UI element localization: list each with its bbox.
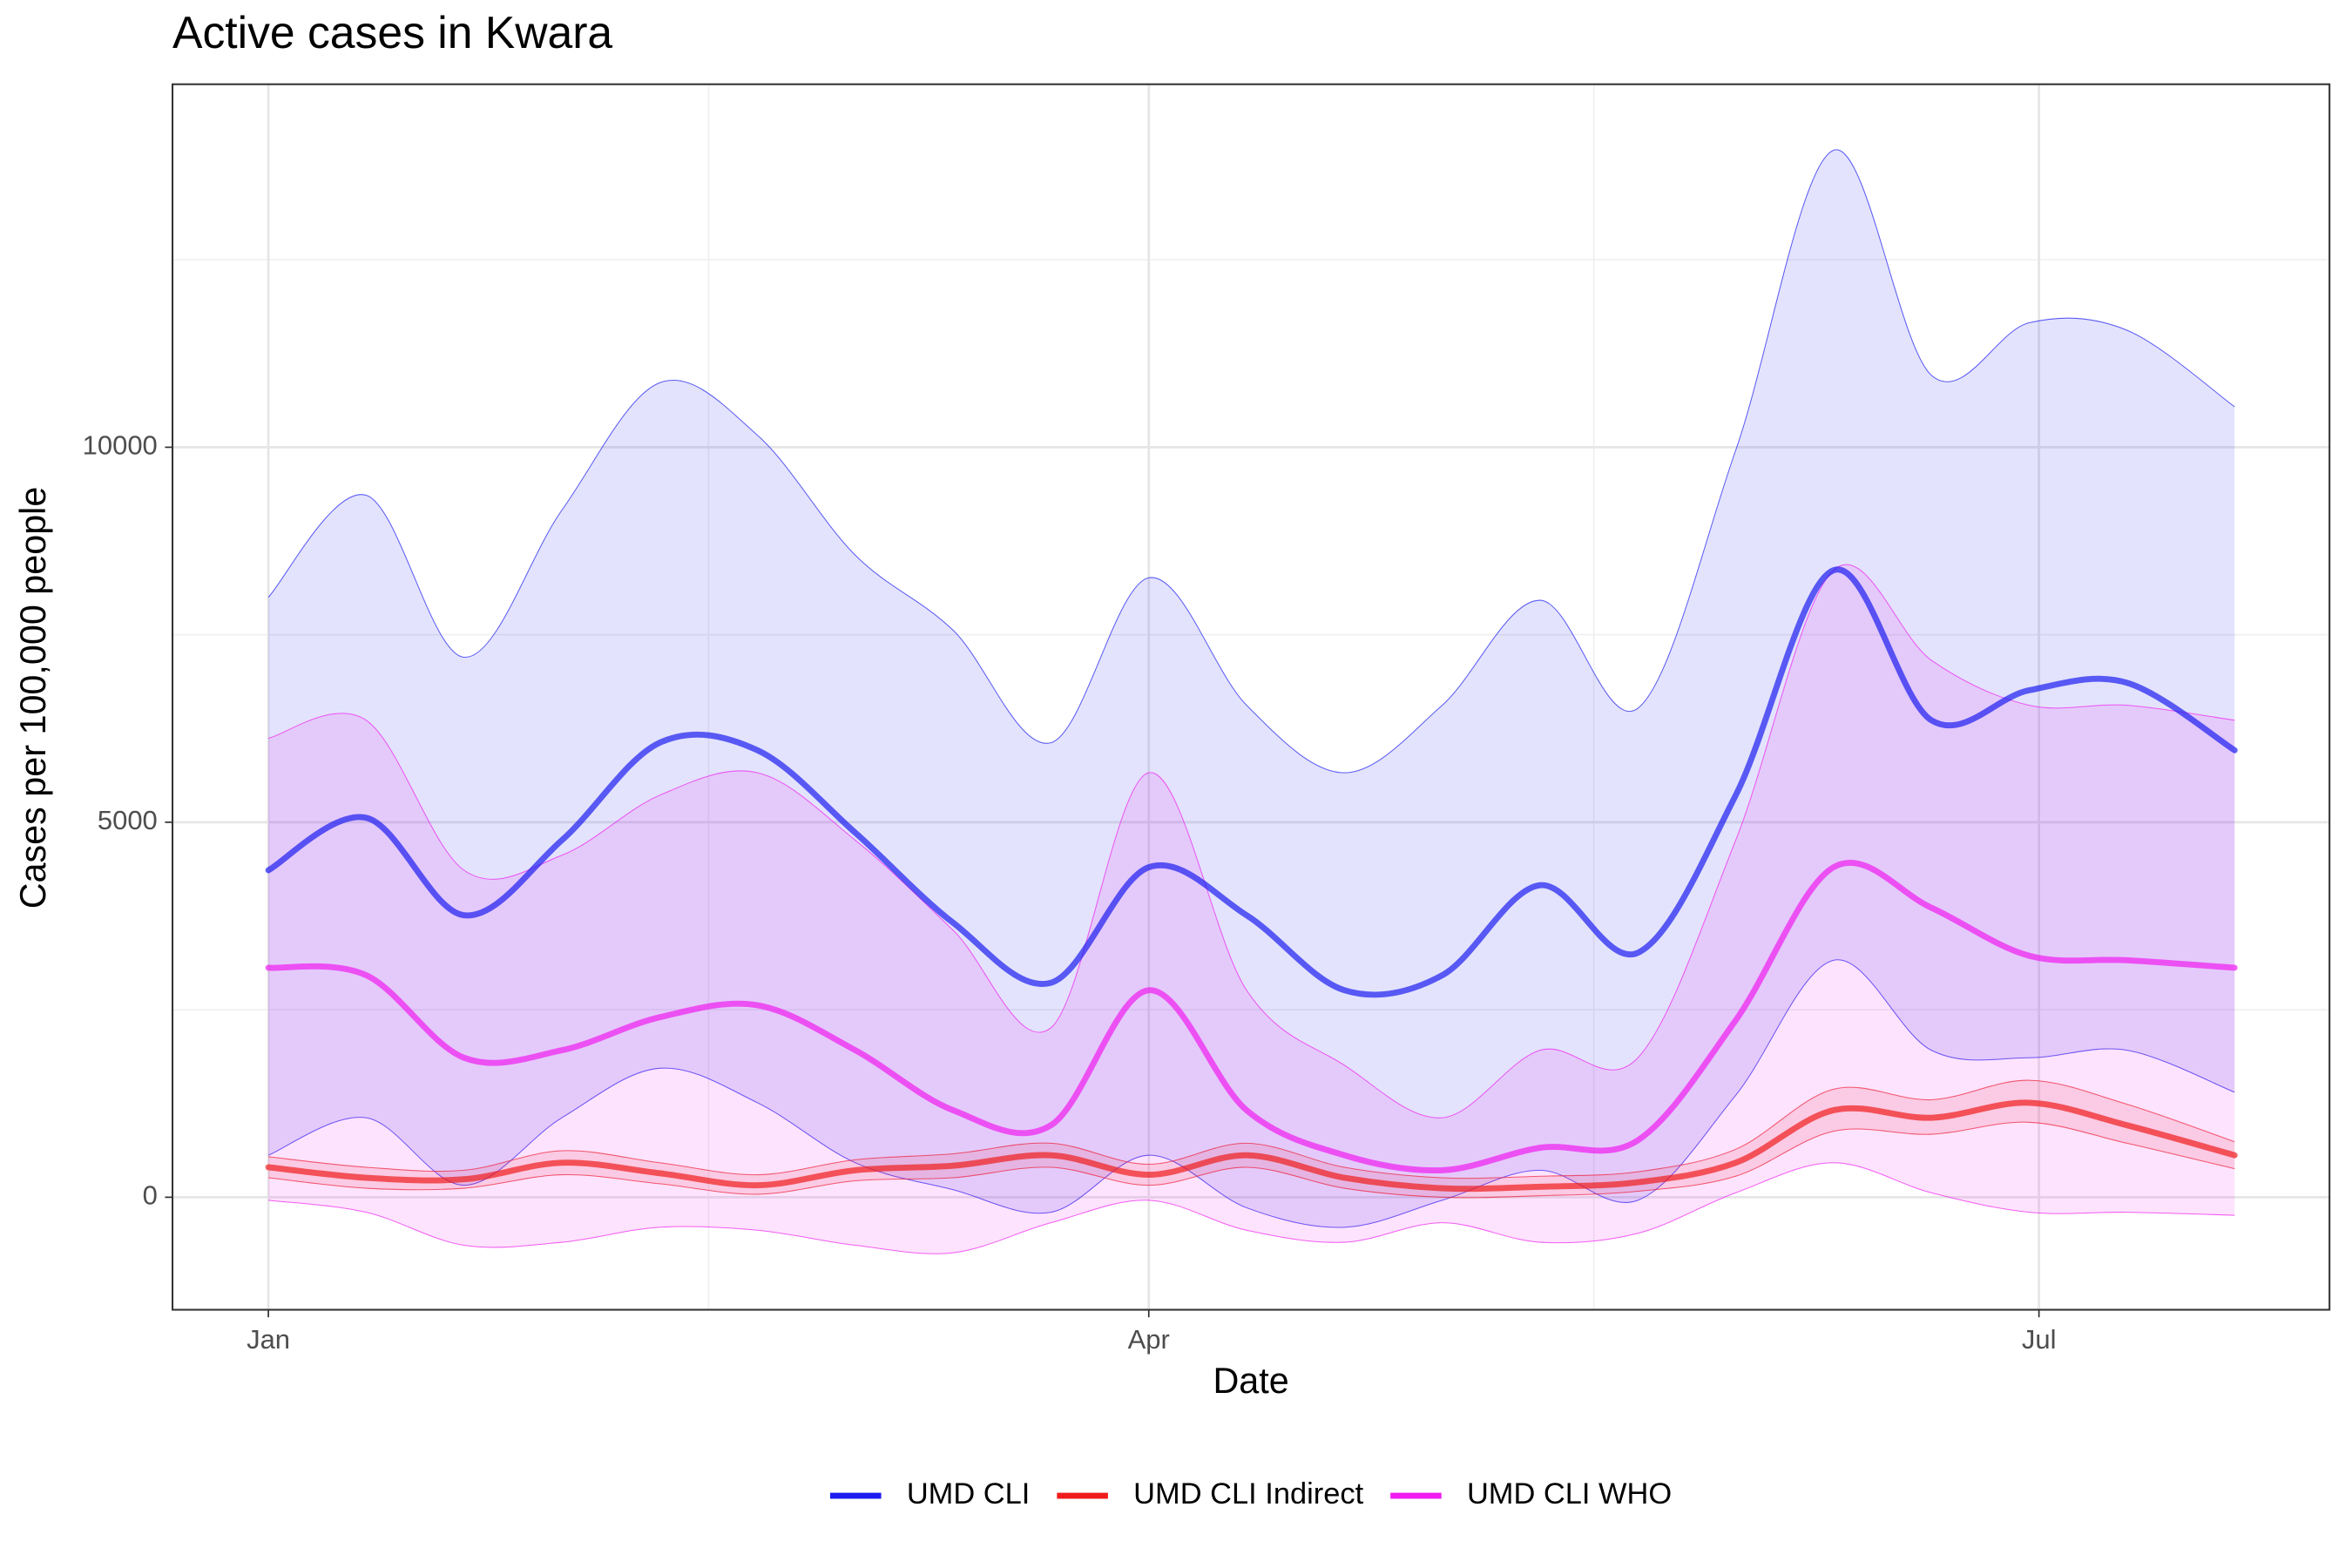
series-line [265,859,2238,1174]
y-tick-label: 10000 [83,430,158,461]
series-line [265,566,2238,998]
x-tick-label: Jan [247,1324,290,1355]
ribbon-upper [267,564,2235,1119]
ribbon-lower [267,959,2235,1228]
ribbon-lower [268,1121,2235,1199]
ribbon [268,149,2235,1227]
ribbon [268,1080,2235,1198]
legend-label: UMD CLI WHO [1467,1477,1672,1511]
y-tick-label: 5000 [98,805,158,835]
ribbon [268,564,2235,1254]
series-line [265,1099,2238,1193]
plot-border [171,83,2331,1311]
x-tick-label: Jul [2022,1324,2057,1355]
x-axis-label: Date [1213,1361,1288,1401]
legend-label: UMD CLI Indirect [1133,1477,1363,1511]
legend-label: UMD CLI [907,1477,1031,1511]
x-tick-label: Apr [1128,1324,1170,1355]
chart-title: Active cases in Kwara [172,7,612,57]
y-tick-label: 0 [143,1180,158,1211]
ribbon-upper [268,1079,2235,1179]
ribbon-upper [267,149,2235,774]
y-axis-label: Cases per 100,000 people [13,487,53,909]
legend: UMD CLI UMD CLI Indirect UMD CLI WHO [830,1477,1672,1511]
ribbon-lower [268,1162,2235,1254]
